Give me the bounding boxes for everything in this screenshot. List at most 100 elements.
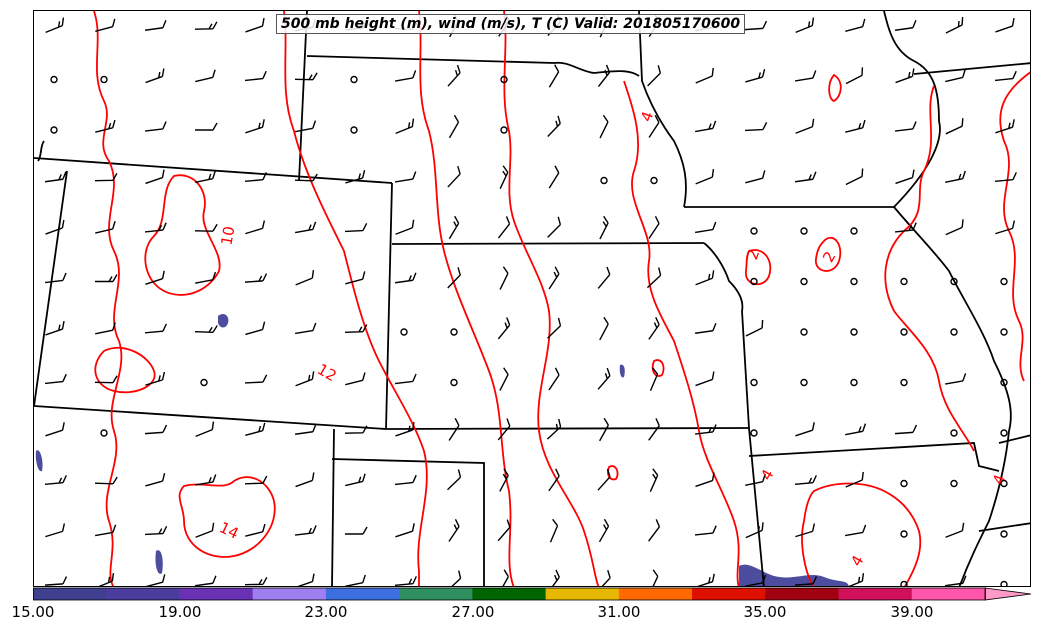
- contour-label: 4: [757, 466, 777, 483]
- colorbar-segment: [252, 588, 327, 600]
- wind-barb: [497, 519, 511, 542]
- wind-barb: [647, 65, 662, 87]
- temperature-contour: [93, 11, 123, 586]
- wind-barb: [295, 322, 317, 335]
- wind-barb: [344, 324, 368, 334]
- colorbar-segment: [765, 588, 840, 600]
- calm-wind-marker: [500, 126, 508, 134]
- wind-barb: [45, 17, 65, 34]
- colorbar-tick-label: 31.00: [597, 603, 641, 621]
- colorbar-segments: [33, 588, 986, 600]
- calm-wind-marker: [950, 277, 958, 286]
- wind-barb: [95, 573, 115, 586]
- calm-wind-marker: [1000, 479, 1008, 488]
- colorbar-tick-label: 27.00: [451, 603, 495, 621]
- state-border: [998, 434, 1030, 444]
- wind-barb: [597, 266, 611, 289]
- wind-barb: [294, 72, 318, 81]
- temperature-contour: [144, 174, 221, 296]
- contour-label: 2: [819, 248, 839, 265]
- colorbar-segment: [692, 588, 766, 600]
- wind-barb: [447, 469, 462, 491]
- wind-barb: [44, 475, 67, 485]
- wind-barb: [45, 321, 65, 336]
- wind-barb: [395, 171, 417, 183]
- wind-barb: [394, 474, 417, 486]
- wind-barb: [695, 573, 715, 586]
- colorbar-outline: [33, 587, 986, 601]
- state-border: [978, 522, 1030, 532]
- temperature-contour: [178, 476, 276, 558]
- wind-barb: [649, 367, 659, 392]
- wind-barb: [597, 64, 611, 88]
- wind-barb: [995, 119, 1015, 134]
- wind-barb: [695, 120, 717, 133]
- wind-barb: [95, 221, 116, 234]
- wind-barb: [795, 523, 816, 538]
- wind-barb: [945, 373, 967, 385]
- contour-label: 4: [989, 472, 1009, 487]
- wind-barb: [794, 475, 817, 485]
- wind-barb: [599, 316, 609, 341]
- wind-barb: [745, 574, 767, 586]
- calm-wind-marker: [50, 126, 58, 134]
- wind-barb: [295, 120, 317, 133]
- wind-barb: [345, 372, 366, 386]
- wind-barb: [845, 119, 866, 133]
- wind-barb: [499, 367, 509, 391]
- contour-label: 4: [847, 552, 867, 569]
- wind-barb: [995, 220, 1016, 235]
- wind-barb: [144, 424, 168, 435]
- wind-barb: [447, 64, 461, 87]
- wind-barb: [95, 524, 117, 537]
- wind-barb: [295, 371, 315, 387]
- wind-barb: [245, 321, 266, 336]
- wind-barb: [244, 374, 268, 384]
- wind-barb: [144, 526, 168, 536]
- state-border: [34, 157, 393, 184]
- state-border: [331, 458, 485, 586]
- shaded-region: [739, 564, 849, 586]
- wind-barb: [794, 576, 818, 586]
- state-border: [893, 206, 1012, 586]
- wind-barb: [695, 67, 714, 84]
- state-border: [298, 11, 308, 182]
- wind-barb: [794, 171, 817, 183]
- contour-label: 12: [314, 360, 340, 385]
- calm-wind-marker: [750, 277, 758, 286]
- calm-wind-marker: [900, 277, 908, 286]
- wind-barb: [945, 118, 964, 135]
- calm-wind-marker: [850, 328, 858, 336]
- colorbar-tick-label: 35.00: [743, 603, 787, 621]
- wind-barb: [194, 21, 218, 30]
- colorbar-segment: [545, 588, 620, 600]
- wind-barb: [145, 371, 166, 386]
- wind-barb: [344, 425, 368, 434]
- calm-wind-marker: [900, 580, 908, 586]
- wind-barb: [195, 474, 217, 486]
- wind-barb: [448, 518, 460, 542]
- colorbar-tick-label: 19.00: [158, 603, 202, 621]
- state-border: [391, 242, 705, 245]
- wind-barb: [499, 569, 509, 586]
- wind-barb: [345, 170, 366, 184]
- wind-barb: [995, 18, 1015, 33]
- wind-barb: [295, 472, 315, 488]
- wind-barb: [894, 121, 917, 132]
- wind-barb: [795, 422, 815, 437]
- state-border: [741, 310, 750, 429]
- wind-barb: [745, 170, 766, 184]
- wind-barb: [195, 522, 215, 538]
- wind-barb: [94, 476, 118, 485]
- wind-barb: [295, 573, 315, 586]
- calm-wind-marker: [750, 429, 758, 437]
- wind-barb: [44, 171, 67, 183]
- weather-map: 4 10 12 2 2 14 4 4 4: [34, 11, 1030, 586]
- wind-barb: [195, 421, 215, 438]
- wind-barb: [695, 270, 715, 286]
- wind-barb: [945, 170, 966, 184]
- calm-wind-marker: [850, 277, 858, 286]
- wind-barb: [745, 319, 764, 337]
- wind-barb: [245, 523, 266, 537]
- state-border: [385, 182, 393, 430]
